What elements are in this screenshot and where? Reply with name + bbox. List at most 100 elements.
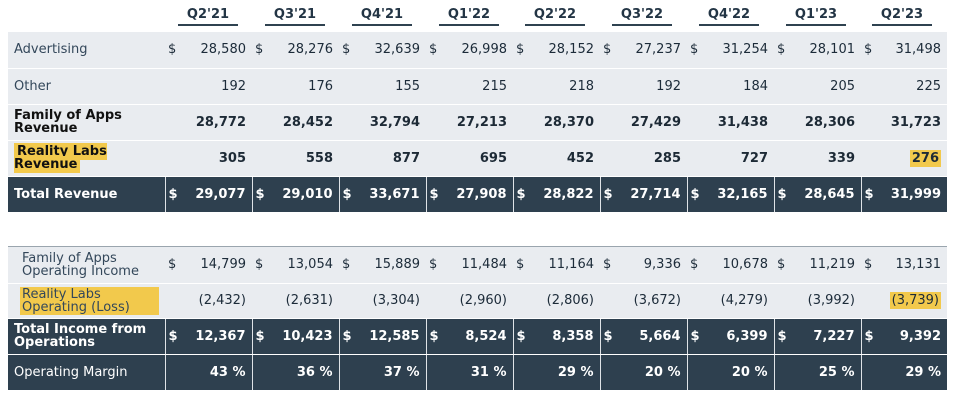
value-cell: 25 % [774,354,862,391]
value-cell: $32,165 [687,176,775,213]
dollar-sign: $ [516,186,526,202]
value-cell: $27,908 [426,176,514,213]
dollar-sign: $ [603,42,612,58]
dollar-sign: $ [864,42,873,58]
value-cell: $11,219 [774,247,861,284]
revenue-table: Advertising $28,580 $28,276 $32,639 $26,… [8,32,947,213]
dollar-sign: $ [429,328,439,344]
value-cell: (2,432) [165,283,252,319]
operating-margin-row: Operating Margin 43 % 36 % 37 % 31 % 29 … [8,354,947,391]
quarter-header-2: Q3'21 [265,7,325,26]
value-cell: (2,960) [426,283,513,319]
quarter-header-5: Q2'22 [525,7,585,26]
value-cell: $5,664 [600,318,688,355]
dollar-sign: $ [777,328,787,344]
row-label: Reality Labs Revenue [8,140,165,177]
value-cell: (2,631) [252,283,339,319]
value-cell: 305 [165,140,252,177]
value-cell: $31,498 [861,32,947,69]
value-cell: 339 [774,140,861,177]
row-label: Total Income from Operations [8,318,166,355]
value-cell: 285 [600,140,687,177]
value-cell: 27,429 [600,104,687,141]
quarter-header-9: Q2'23 [872,7,932,26]
dollar-sign: $ [603,328,613,344]
dollar-sign: $ [777,257,786,273]
value-cell: $11,164 [513,247,600,284]
value-cell: $28,822 [513,176,601,213]
row-label: Family of Apps Revenue [8,104,165,141]
value-cell: 184 [687,68,774,105]
dollar-sign: $ [429,257,438,273]
value-cell: 31 % [426,354,514,391]
value-cell: $28,580 [165,32,252,69]
value-cell: $28,101 [774,32,861,69]
reality-labs-operating-loss-row: Reality Labs Operating (Loss) (2,432) (2… [8,283,947,319]
dollar-sign: $ [429,186,439,202]
value-cell: 20 % [687,354,775,391]
value-cell: $32,639 [339,32,426,69]
value-cell: $28,152 [513,32,600,69]
quarter-header-6: Q3'22 [612,7,672,26]
value-cell: 176 [252,68,339,105]
family-of-apps-operating-income-row: Family of Apps Operating Income $14,799 … [8,247,947,284]
dollar-sign: $ [516,257,525,273]
value-cell: $31,254 [687,32,774,69]
dollar-sign: $ [255,42,264,58]
quarter-header-3: Q4'21 [352,7,412,26]
section-divider [8,246,947,247]
dollar-sign: $ [255,186,265,202]
dollar-sign: $ [603,186,613,202]
quarter-header-1: Q2'21 [178,7,238,26]
dollar-sign: $ [342,257,351,273]
value-cell: 727 [687,140,774,177]
quarter-header: Q2'21 Q3'21 Q4'21 Q1'22 Q2'22 Q3'22 Q4'2… [0,0,955,32]
dollar-sign: $ [255,257,264,273]
value-cell: $10,423 [252,318,340,355]
dollar-sign: $ [342,328,352,344]
row-label: Total Revenue [8,176,166,213]
dollar-sign: $ [516,328,526,344]
value-cell: $29,010 [252,176,340,213]
row-label: Advertising [8,32,165,69]
value-cell: 36 % [252,354,340,391]
value-cell: 27,213 [426,104,513,141]
dollar-sign: $ [864,328,874,344]
row-label: Operating Margin [8,354,166,391]
reality-labs-revenue-row: Reality Labs Revenue 305 558 877 695 452… [8,140,947,177]
dollar-sign: $ [690,186,700,202]
value-cell: 225 [861,68,947,105]
value-cell: $8,524 [426,318,514,355]
row-label: Reality Labs Operating (Loss) [8,283,165,319]
value-cell: (3,304) [339,283,426,319]
value-cell: $7,227 [774,318,862,355]
value-cell: $26,998 [426,32,513,69]
value-cell: $9,336 [600,247,687,284]
dollar-sign: $ [690,257,699,273]
total-income-from-operations-row: Total Income from Operations $12,367 $10… [8,318,947,355]
value-cell: 192 [600,68,687,105]
quarter-header-4: Q1'22 [439,7,499,26]
value-cell: (4,279) [687,283,774,319]
value-cell: 276 [861,140,947,177]
dollar-sign: $ [168,42,177,58]
total-revenue-row: Total Revenue $29,077 $29,010 $33,671 $2… [8,176,947,213]
dollar-sign: $ [342,186,352,202]
value-cell: 877 [339,140,426,177]
value-cell: $28,276 [252,32,339,69]
value-cell: $9,392 [861,318,947,355]
highlighted-label: Reality Labs Operating (Loss) [20,286,159,315]
dollar-sign: $ [690,42,699,58]
operations-table: Family of Apps Operating Income $14,799 … [8,247,947,391]
value-cell: $10,678 [687,247,774,284]
value-cell: 215 [426,68,513,105]
value-cell: $6,399 [687,318,775,355]
value-cell: 32,794 [339,104,426,141]
dollar-sign: $ [777,186,787,202]
value-cell: 695 [426,140,513,177]
dollar-sign: $ [168,328,178,344]
value-cell: $13,054 [252,247,339,284]
dollar-sign: $ [777,42,786,58]
dollar-sign: $ [168,186,178,202]
value-cell: $31,999 [861,176,947,213]
